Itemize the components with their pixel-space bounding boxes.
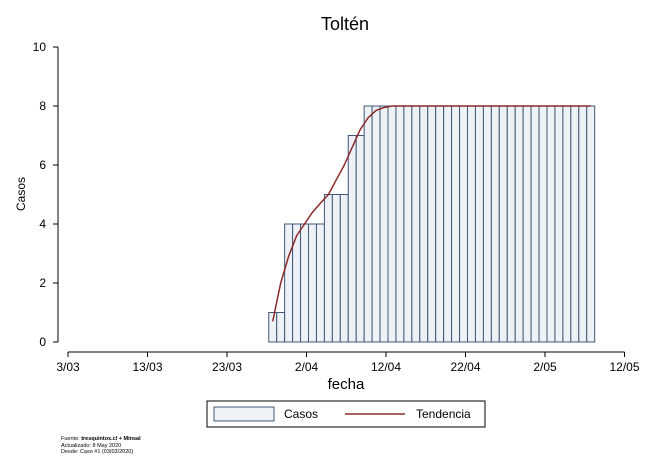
source-line-2: Actualizado: 8 May 2020	[61, 442, 122, 449]
bar-2/04	[308, 223, 317, 343]
bar-28/04	[514, 105, 524, 343]
bar-1/05	[538, 105, 548, 343]
bar-8/04	[355, 135, 365, 343]
y-tick-label-0: 0	[39, 335, 46, 349]
bar-27/04	[506, 105, 516, 343]
bar-10/04	[371, 105, 381, 343]
legend-label-tendencia: Tendencia	[416, 407, 471, 421]
bar-13/04	[395, 105, 405, 343]
y-tick-label-8: 8	[39, 99, 46, 113]
y-tick-label-2: 2	[39, 276, 46, 290]
axes-group: 0 2 4 6 8 10 3/03 13/03 23/03 2/04 12/04 22/04 2/05 1…	[33, 40, 640, 374]
bar-26/04	[498, 105, 508, 343]
y-tick-label-4: 4	[39, 217, 46, 231]
bar-3/04	[315, 223, 325, 343]
x-tick-label-2/05: 2/05	[533, 360, 557, 374]
bar-5/05	[570, 105, 580, 343]
bar-22/04	[467, 105, 476, 343]
trend-group	[271, 105, 591, 322]
source-line-3: Desde: Caso #1 (03/03/2020)	[61, 449, 134, 455]
bar-18/04	[435, 105, 445, 343]
y-tick-label-10: 10	[33, 40, 47, 54]
bar-3/05	[554, 105, 564, 343]
bar-15/04	[411, 105, 421, 343]
bar-24/04	[482, 105, 492, 343]
trend-line	[271, 105, 591, 322]
source-prefix: Fuente:	[61, 436, 82, 442]
x-axis-title: fecha	[328, 376, 365, 393]
bar-29/03	[276, 312, 286, 343]
bar-5/04	[331, 194, 341, 343]
x-tick-label-13/03: 13/03	[132, 360, 162, 374]
y-tick-label-6: 6	[39, 158, 46, 172]
bar-28/03	[268, 312, 278, 343]
bar-29/04	[522, 105, 532, 343]
x-tick-label-12/04: 12/04	[371, 360, 401, 374]
x-tick-label-23/03: 23/03	[212, 360, 242, 374]
bar-16/04	[419, 105, 429, 343]
source-line-1: Fuente: tresquintos.cl + Minsal	[61, 436, 141, 443]
bar-20/04	[451, 105, 461, 343]
bar-17/04	[427, 105, 437, 343]
bar-23/04	[474, 105, 484, 343]
x-tick-label-3/03: 3/03	[56, 360, 80, 374]
bar-6/05	[578, 105, 588, 343]
legend-label-casos: Casos	[284, 407, 318, 421]
bar-2/05	[546, 105, 556, 343]
legend: Casos Tendencia	[206, 400, 486, 428]
bar-9/04	[363, 105, 373, 343]
bar-1/04	[300, 223, 309, 343]
bar-7/05	[586, 105, 596, 343]
bar-25/04	[490, 105, 500, 343]
x-tick-label-12/05: 12/05	[609, 360, 639, 374]
legend-swatch-casos	[213, 406, 275, 422]
bar-6/04	[339, 194, 349, 343]
bar-21/04	[459, 105, 468, 343]
source-note: Fuente: tresquintos.cl + Minsal Actualiz…	[61, 436, 141, 456]
chart-title: Toltén	[321, 14, 369, 34]
bars-group	[268, 105, 596, 343]
bar-30/03	[284, 223, 294, 343]
source-bold: tresquintos.cl + Minsal	[81, 436, 141, 442]
x-tick-label-2/04: 2/04	[295, 360, 319, 374]
bar-4/04	[323, 194, 333, 343]
bar-30/04	[530, 105, 540, 343]
bar-12/04	[387, 105, 397, 343]
y-axis-title: Casos	[14, 177, 28, 211]
x-tick-label-22/04: 22/04	[450, 360, 480, 374]
bar-19/04	[443, 105, 453, 343]
bar-11/04	[379, 105, 389, 343]
bar-14/04	[403, 105, 413, 343]
bar-7/04	[347, 135, 357, 343]
bar-4/05	[562, 105, 572, 343]
